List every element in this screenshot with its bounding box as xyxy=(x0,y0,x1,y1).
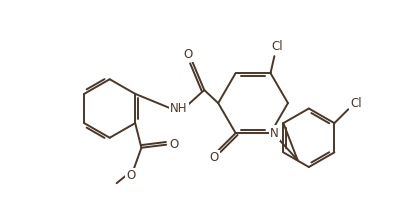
Text: NH: NH xyxy=(170,102,188,115)
Text: O: O xyxy=(209,151,219,164)
Text: O: O xyxy=(126,169,135,182)
Text: N: N xyxy=(270,127,279,140)
Text: Cl: Cl xyxy=(350,97,362,110)
Text: O: O xyxy=(169,138,178,151)
Text: Cl: Cl xyxy=(271,40,282,53)
Text: O: O xyxy=(183,48,193,61)
